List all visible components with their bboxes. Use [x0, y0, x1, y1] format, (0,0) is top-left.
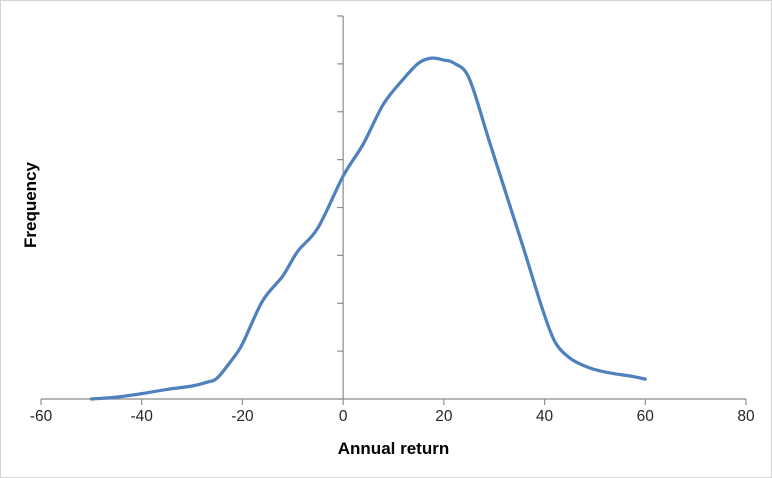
x-tick-label: -20: [231, 408, 254, 425]
x-axis-title: Annual return: [337, 439, 450, 458]
x-tick-label: 0: [339, 408, 348, 425]
x-tick-label: 40: [536, 408, 554, 425]
x-tick-label: -60: [30, 408, 53, 425]
x-tick-label: 20: [435, 408, 453, 425]
x-tick-label: 80: [737, 408, 755, 425]
density-curve: [89, 56, 647, 401]
x-tick-label: -40: [131, 408, 154, 425]
x-tick-label: 60: [637, 408, 655, 425]
y-axis-title: Frequency: [21, 162, 40, 248]
